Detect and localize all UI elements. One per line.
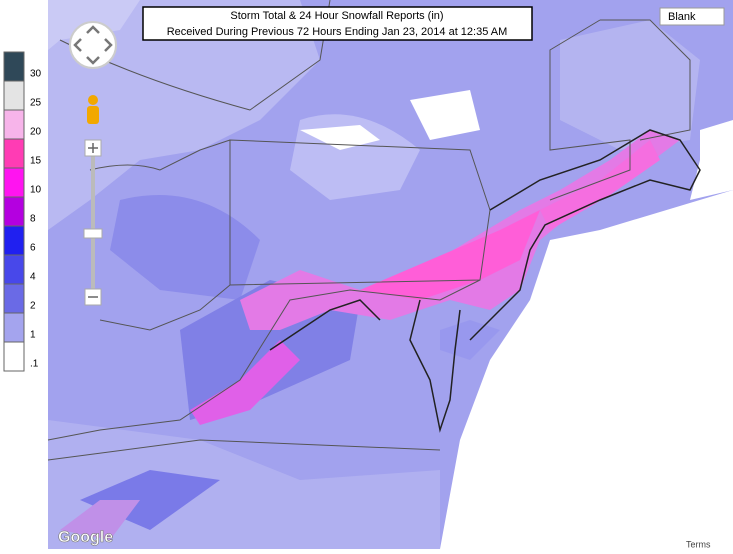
legend-label: 25 xyxy=(30,98,42,109)
layer-button[interactable]: Blank xyxy=(659,7,725,26)
title-box: Storm Total & 24 Hour Snowfall Reports (… xyxy=(142,6,533,41)
legend-swatch xyxy=(3,283,25,314)
legend-swatch xyxy=(3,225,25,256)
legend-label: 8 xyxy=(30,214,36,225)
title-line: Storm Total & 24 Hour Snowfall Reports (… xyxy=(230,10,443,22)
legend-swatch xyxy=(3,341,25,372)
legend-label: 10 xyxy=(30,185,42,196)
layer-button-label[interactable]: Blank xyxy=(668,11,696,23)
legend-label: 2 xyxy=(30,301,36,312)
legend-swatch xyxy=(3,51,25,82)
legend-swatch xyxy=(3,254,25,285)
title-line: Received During Previous 72 Hours Ending… xyxy=(167,26,508,38)
legend-swatch xyxy=(3,196,25,227)
legend-swatch xyxy=(3,109,25,140)
attribution: Google xyxy=(58,529,113,546)
legend-label: 15 xyxy=(30,156,42,167)
legend-label: 1 xyxy=(30,330,36,341)
legend-label: 4 xyxy=(30,272,36,283)
legend-swatch xyxy=(3,167,25,198)
legend-label: 6 xyxy=(30,243,36,254)
legend-swatch xyxy=(3,80,25,111)
legend-label: 30 xyxy=(30,69,42,80)
legend-swatch xyxy=(3,138,25,169)
legend: 30 25 20 15 10 8 6 4 2 1 .1 xyxy=(3,51,42,372)
map xyxy=(47,0,733,549)
zoom-control[interactable] xyxy=(83,139,103,306)
legend-label: .1 xyxy=(30,359,39,370)
legend-label: 20 xyxy=(30,127,42,138)
legend-swatch xyxy=(3,312,25,343)
pan-control[interactable] xyxy=(69,21,117,69)
street-view[interactable] xyxy=(87,95,99,124)
terms[interactable]: Terms xyxy=(686,539,711,549)
